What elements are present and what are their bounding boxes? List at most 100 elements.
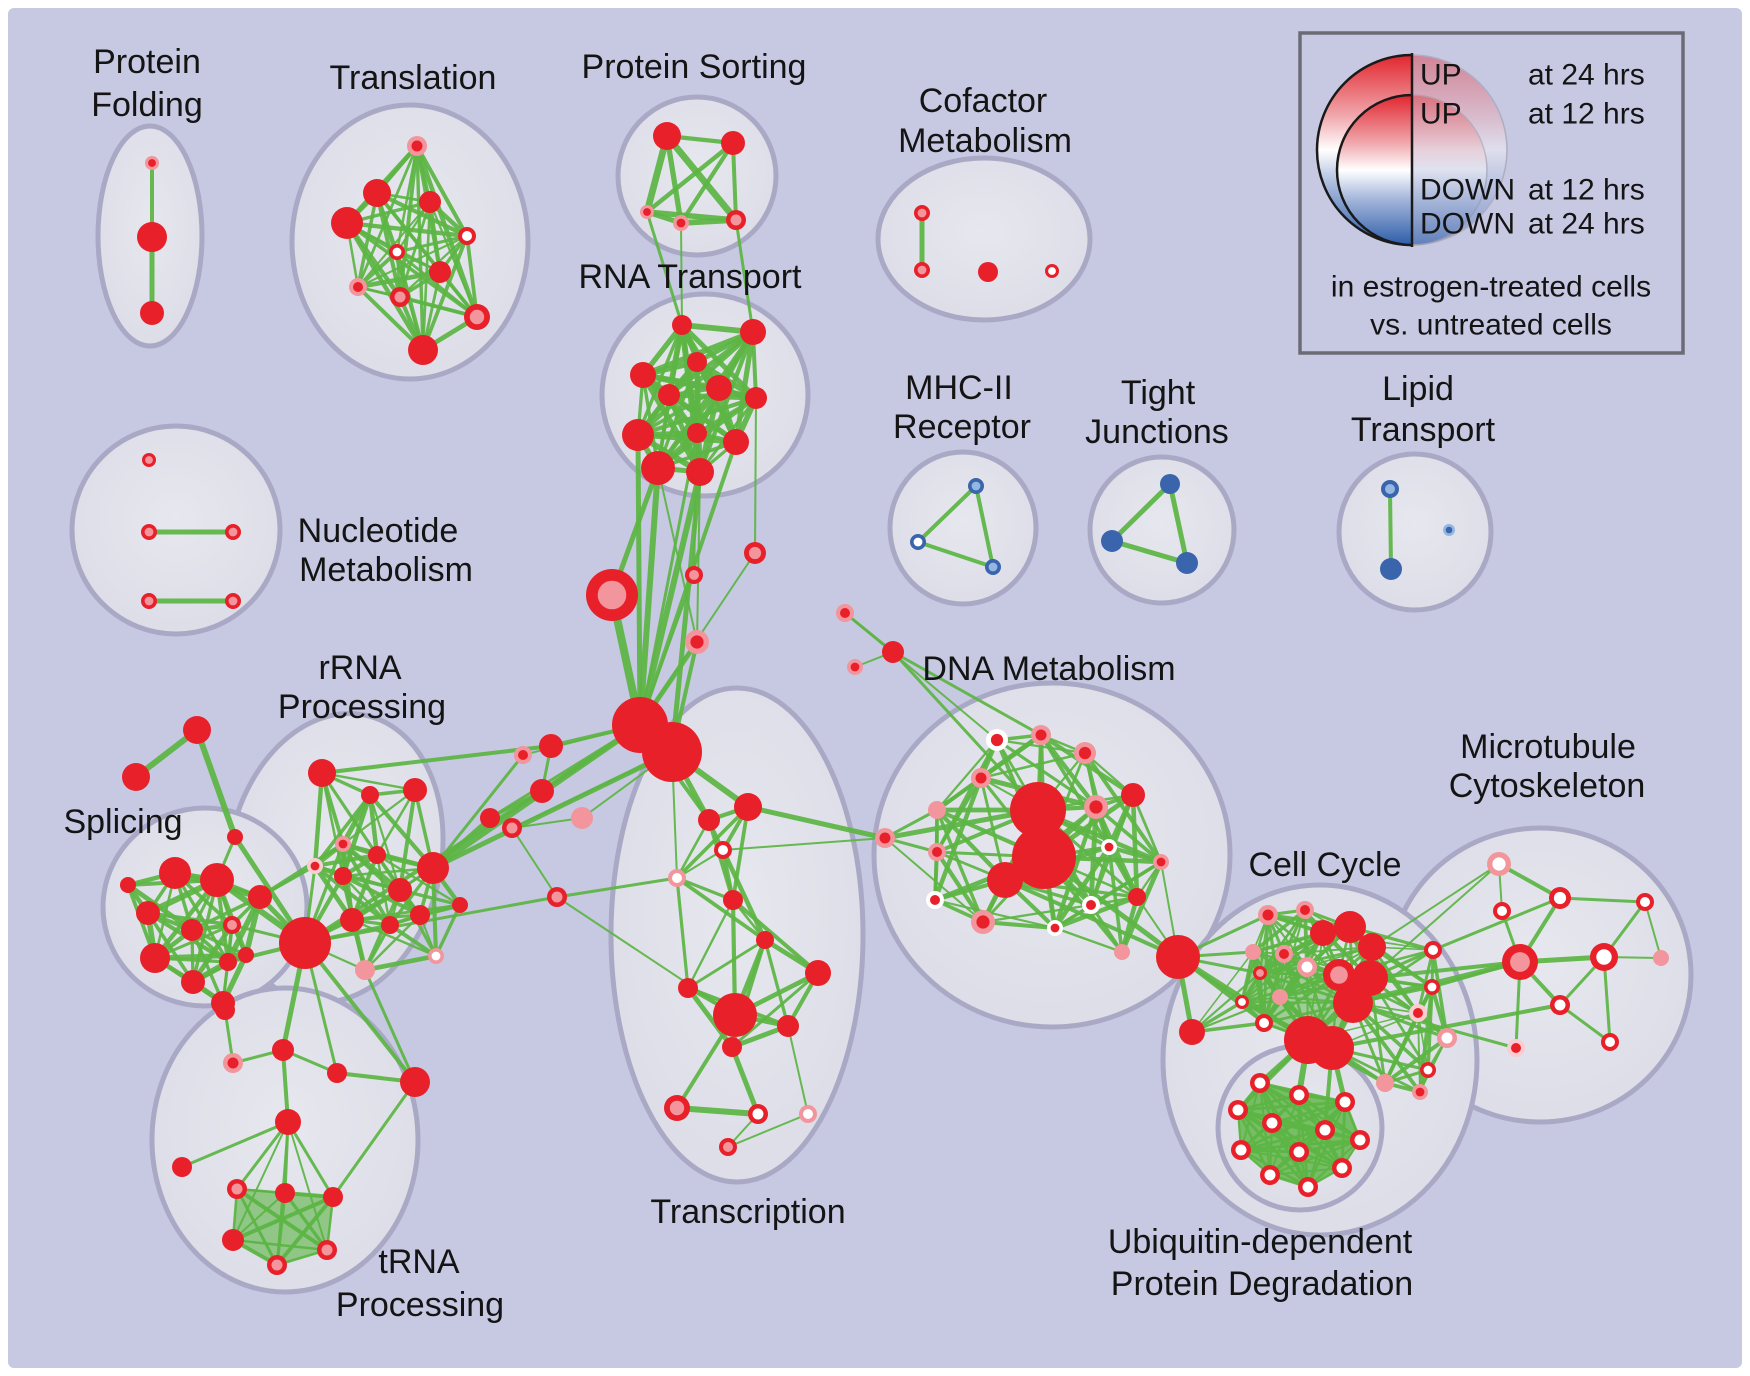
gene-node-c15[interactable] — [1255, 1014, 1273, 1032]
gene-node-rt6[interactable] — [745, 387, 767, 409]
gene-node-mid11[interactable] — [744, 542, 766, 564]
gene-node-c19[interactable] — [1424, 941, 1442, 959]
gene-node-rt5[interactable] — [706, 375, 732, 401]
gene-node-mc7[interactable] — [1601, 1033, 1619, 1051]
gene-node-c9[interactable] — [1297, 957, 1317, 977]
gene-node-tr9[interactable] — [722, 1037, 742, 1057]
gene-node-x9[interactable] — [323, 1187, 343, 1207]
gene-node-x2[interactable] — [272, 1039, 294, 1061]
gene-node-d17[interactable] — [1047, 920, 1063, 936]
gene-node-t10[interactable] — [408, 335, 438, 365]
gene-node-mid3[interactable] — [530, 779, 554, 803]
gene-node-d9[interactable] — [928, 843, 946, 861]
gene-node-u1[interactable] — [1289, 1085, 1309, 1105]
gene-node-c16[interactable] — [1333, 983, 1373, 1023]
gene-node-c23[interactable] — [1376, 1074, 1394, 1092]
gene-node-g0[interactable] — [183, 716, 211, 744]
gene-node-rt0[interactable] — [672, 315, 692, 335]
gene-node-r4[interactable] — [307, 858, 323, 874]
gene-node-tr6[interactable] — [805, 960, 831, 986]
gene-node-u6[interactable] — [1350, 1130, 1370, 1150]
gene-node-mid4[interactable] — [571, 807, 593, 829]
gene-node-tr8[interactable] — [777, 1015, 799, 1037]
gene-node-cf2[interactable] — [978, 262, 998, 282]
gene-node-s9[interactable] — [248, 885, 272, 909]
gene-node-mc4[interactable] — [1590, 943, 1618, 971]
gene-node-mid8[interactable] — [685, 630, 709, 654]
gene-node-rt8[interactable] — [687, 423, 707, 443]
gene-node-t8[interactable] — [390, 287, 410, 307]
gene-node-tj2[interactable] — [1176, 552, 1198, 574]
gene-node-n3[interactable] — [141, 593, 157, 609]
gene-node-tr7[interactable] — [713, 993, 757, 1037]
gene-node-r9[interactable] — [340, 908, 364, 932]
gene-node-x5[interactable] — [275, 1109, 301, 1135]
gene-node-u9[interactable] — [1332, 1158, 1352, 1178]
gene-node-c10[interactable] — [1323, 959, 1355, 991]
gene-node-d6[interactable] — [1084, 795, 1108, 819]
gene-node-t3[interactable] — [331, 207, 363, 239]
gene-node-ps3[interactable] — [673, 215, 689, 231]
gene-node-rt9[interactable] — [723, 429, 749, 455]
gene-node-u0[interactable] — [1250, 1073, 1270, 1093]
gene-node-d20[interactable] — [836, 604, 854, 622]
gene-node-tr5[interactable] — [678, 978, 698, 998]
gene-node-l1[interactable] — [1443, 524, 1455, 536]
gene-node-rt4[interactable] — [658, 384, 680, 406]
gene-node-x11[interactable] — [317, 1240, 337, 1260]
gene-node-l0[interactable] — [1381, 480, 1399, 498]
gene-node-n2[interactable] — [225, 524, 241, 540]
gene-node-ps2[interactable] — [640, 205, 654, 219]
gene-node-t5[interactable] — [389, 244, 405, 260]
gene-node-u4[interactable] — [1262, 1113, 1282, 1133]
gene-node-r3[interactable] — [335, 836, 351, 852]
gene-node-tj0[interactable] — [1160, 474, 1180, 494]
gene-node-s5[interactable] — [140, 943, 170, 973]
gene-node-ps4[interactable] — [726, 210, 746, 230]
gene-node-t7[interactable] — [349, 278, 367, 296]
gene-node-mc6[interactable] — [1550, 995, 1570, 1015]
gene-node-cf0[interactable] — [914, 205, 930, 221]
gene-node-x8[interactable] — [275, 1183, 295, 1203]
gene-node-s6[interactable] — [181, 970, 205, 994]
gene-node-rt2[interactable] — [687, 352, 707, 372]
gene-node-pf0[interactable] — [145, 156, 159, 170]
gene-node-d1[interactable] — [1031, 725, 1051, 745]
gene-node-s1[interactable] — [200, 863, 234, 897]
gene-node-mid1[interactable] — [514, 746, 532, 764]
gene-node-ps1[interactable] — [721, 131, 745, 155]
gene-node-x7[interactable] — [227, 1179, 247, 1199]
gene-node-tr0[interactable] — [698, 809, 720, 831]
gene-node-d0[interactable] — [986, 729, 1008, 751]
gene-node-m1[interactable] — [910, 534, 926, 550]
gene-node-n4[interactable] — [225, 593, 241, 609]
gene-node-c25[interactable] — [1420, 1062, 1436, 1078]
gene-node-c6[interactable] — [1358, 933, 1386, 961]
gene-node-x1[interactable] — [223, 1053, 243, 1073]
gene-node-d2[interactable] — [1074, 742, 1096, 764]
gene-node-s2[interactable] — [136, 901, 160, 925]
gene-node-d21[interactable] — [847, 659, 863, 675]
gene-node-u10[interactable] — [1260, 1165, 1280, 1185]
gene-node-pf2[interactable] — [140, 301, 164, 325]
gene-node-mid10[interactable] — [685, 566, 703, 584]
gene-node-c0[interactable] — [1156, 935, 1200, 979]
gene-node-pf1[interactable] — [137, 222, 167, 252]
gene-node-g2[interactable] — [227, 829, 243, 845]
gene-node-mid0[interactable] — [480, 808, 500, 828]
gene-node-mc9[interactable] — [1653, 950, 1669, 966]
gene-node-s4[interactable] — [223, 916, 241, 934]
gene-node-c3[interactable] — [1296, 901, 1314, 919]
gene-node-d16[interactable] — [971, 910, 995, 934]
gene-node-d8[interactable] — [1012, 825, 1076, 889]
gene-node-c5[interactable] — [1334, 911, 1366, 943]
gene-node-tr14[interactable] — [756, 931, 774, 949]
gene-node-d18[interactable] — [1114, 944, 1130, 960]
gene-node-cf3[interactable] — [1045, 264, 1059, 278]
gene-node-u3[interactable] — [1228, 1100, 1248, 1120]
gene-node-mid9[interactable] — [586, 569, 638, 621]
gene-node-c13[interactable] — [1235, 995, 1249, 1009]
gene-node-d10[interactable] — [1101, 839, 1117, 855]
gene-node-m0[interactable] — [968, 478, 984, 494]
gene-node-d13[interactable] — [926, 891, 944, 909]
